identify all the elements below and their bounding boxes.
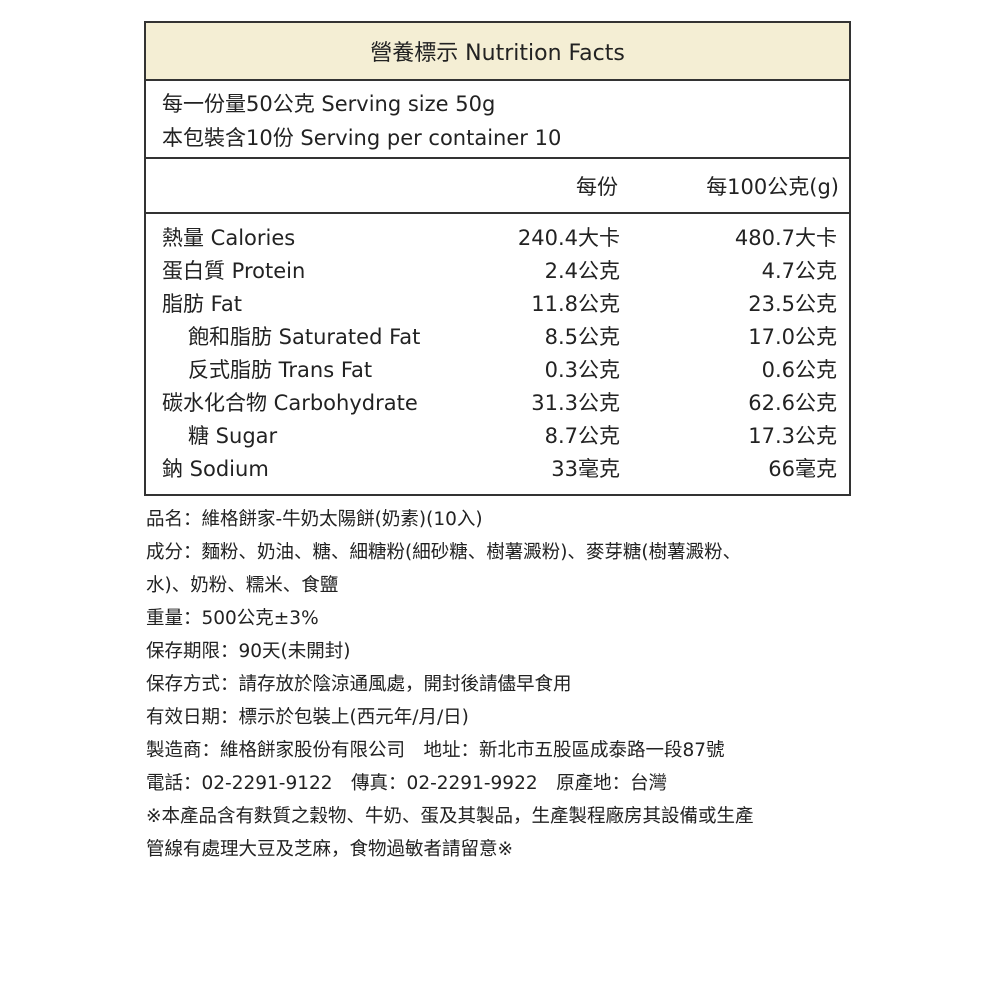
nutrient-label: 熱量 Calories xyxy=(162,226,296,250)
nutrient-label: 蛋白質 Protein xyxy=(162,259,306,283)
info-line: 電話：02-2291-9122 傳真：02-2291-9922 原產地：台灣 xyxy=(146,773,668,794)
info-line: 管線有處理大豆及芝麻，食物過敏者請留意※ xyxy=(146,839,514,860)
per-serving-value: 240.4大卡 xyxy=(517,226,620,250)
info-line: 品名：維格餅家-牛奶太陽餅(奶素)(10入) xyxy=(146,509,483,530)
serving-size: 每一份量50公克 Serving size 50g xyxy=(162,92,496,116)
info-line: 製造商：維格餅家股份有限公司 地址：新北市五股區成泰路一段87號 xyxy=(146,740,725,761)
info-line: 有效日期：標示於包裝上(西元年/月/日) xyxy=(146,707,469,728)
per-serving-value: 0.3公克 xyxy=(544,358,620,382)
per-100g-value: 0.6公克 xyxy=(761,358,837,382)
per-serving-value: 31.3公克 xyxy=(531,391,620,415)
info-line: 重量：500公克±3% xyxy=(146,608,319,629)
per-serving-value: 2.4公克 xyxy=(544,259,620,283)
product-info: 品名：維格餅家-牛奶太陽餅(奶素)(10入) 成分：麵粉、奶油、糖、細糖粉(細砂糖… xyxy=(146,503,866,866)
info-line: 保存方式：請存放於陰涼通風處，開封後請儘早食用 xyxy=(146,674,572,695)
table-row: 熱量 Calories 240.4大卡 480.7大卡 xyxy=(146,222,849,255)
per-serving-value: 11.8公克 xyxy=(531,292,620,316)
info-line: 成分：麵粉、奶油、糖、細糖粉(細砂糖、樹薯澱粉)、麥芽糖(樹薯澱粉、 xyxy=(146,542,742,563)
column-headers: 每份 每100公克(g) xyxy=(146,159,849,214)
table-row: 糖 Sugar 8.7公克 17.3公克 xyxy=(146,420,849,453)
per-serving-value: 8.5公克 xyxy=(544,325,620,349)
table-title: 營養標示 Nutrition Facts xyxy=(146,23,849,81)
per-100g-value: 4.7公克 xyxy=(761,259,837,283)
info-line: 水)、奶粉、糯米、食鹽 xyxy=(146,575,339,596)
info-line: 保存期限：90天(未開封) xyxy=(146,641,351,662)
per-100g-value: 17.3公克 xyxy=(748,424,837,448)
nutrient-label: 碳水化合物 Carbohydrate xyxy=(162,391,418,415)
nutrient-rows: 熱量 Calories 240.4大卡 480.7大卡蛋白質 Protein 2.4公… xyxy=(146,214,849,494)
per-100g-value: 66毫克 xyxy=(768,457,837,481)
col-per-100g: 每100公克(g) xyxy=(706,175,839,199)
info-line: ※本產品含有麩質之穀物、牛奶、蛋及其製品，生產製程廠房其設備或生產 xyxy=(146,806,754,827)
servings-per-container: 本包裝含10份 Serving per container 10 xyxy=(162,126,562,150)
table-row: 飽和脂肪 Saturated Fat 8.5公克 17.0公克 xyxy=(146,321,849,354)
table-row: 鈉 Sodium 33毫克 66毫克 xyxy=(146,453,849,486)
per-100g-value: 17.0公克 xyxy=(748,325,837,349)
per-serving-value: 8.7公克 xyxy=(544,424,620,448)
nutrient-label: 飽和脂肪 Saturated Fat xyxy=(188,325,421,349)
per-100g-value: 23.5公克 xyxy=(748,292,837,316)
nutrient-label: 反式脂肪 Trans Fat xyxy=(188,358,373,382)
nutrient-label: 脂肪 Fat xyxy=(162,292,242,316)
col-per-serving: 每份 xyxy=(576,175,618,199)
per-serving-value: 33毫克 xyxy=(551,457,620,481)
nutrition-facts-table: 營養標示 Nutrition Facts 每一份量50公克 Serving si… xyxy=(144,21,851,496)
serving-info: 每一份量50公克 Serving size 50g 本包裝含10份 Servin… xyxy=(146,81,849,159)
table-row: 蛋白質 Protein 2.4公克 4.7公克 xyxy=(146,255,849,288)
nutrient-label: 糖 Sugar xyxy=(188,424,278,448)
per-100g-value: 480.7大卡 xyxy=(734,226,837,250)
table-row: 反式脂肪 Trans Fat 0.3公克 0.6公克 xyxy=(146,354,849,387)
table-row: 碳水化合物 Carbohydrate 31.3公克 62.6公克 xyxy=(146,387,849,420)
nutrient-label: 鈉 Sodium xyxy=(162,457,269,481)
per-100g-value: 62.6公克 xyxy=(748,391,837,415)
table-row: 脂肪 Fat 11.8公克 23.5公克 xyxy=(146,288,849,321)
title-text: 營養標示 Nutrition Facts xyxy=(370,41,625,66)
